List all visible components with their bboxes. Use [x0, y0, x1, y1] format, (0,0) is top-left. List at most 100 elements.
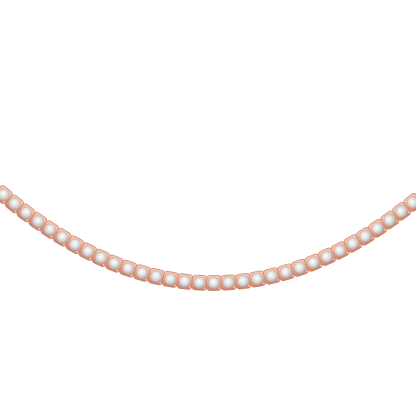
link [343, 234, 363, 253]
link [368, 218, 388, 238]
prong [292, 263, 295, 266]
prong [35, 212, 38, 215]
prong [193, 276, 196, 279]
diamond [222, 276, 235, 289]
diamond [347, 237, 359, 250]
prong [262, 282, 265, 285]
prong [89, 257, 92, 260]
prong [291, 274, 294, 277]
link [119, 259, 137, 278]
diamond [266, 270, 278, 282]
prong [130, 274, 133, 277]
prong [97, 249, 100, 252]
diamond [164, 273, 177, 286]
diamond [122, 262, 134, 275]
diamond [150, 270, 162, 283]
diamond [294, 261, 306, 274]
diamond [208, 277, 220, 289]
diamond [371, 222, 384, 235]
link [147, 268, 165, 286]
prong [188, 286, 191, 289]
diamond [56, 231, 69, 244]
prong [14, 210, 17, 213]
diamond [136, 267, 148, 279]
prong [319, 264, 322, 267]
prong [305, 270, 308, 273]
diamond [32, 215, 44, 228]
link [176, 273, 194, 290]
link [220, 274, 237, 291]
prong [207, 276, 210, 279]
prong [71, 236, 74, 239]
prong [396, 220, 399, 223]
link [291, 258, 309, 277]
prong [1, 186, 4, 189]
links [0, 185, 416, 291]
link [263, 267, 281, 285]
diamond [334, 244, 346, 257]
prong [59, 228, 62, 231]
link [105, 254, 124, 273]
prong [333, 258, 336, 261]
diamond [82, 245, 94, 258]
diamond [0, 188, 9, 201]
prong [381, 217, 384, 220]
link [392, 201, 412, 221]
prong [371, 236, 374, 239]
diamond [395, 205, 408, 218]
diamond [321, 250, 333, 263]
diamond [20, 207, 32, 219]
prong [305, 258, 308, 261]
prong [26, 219, 29, 222]
prong [179, 274, 182, 277]
prong [84, 243, 87, 246]
prong [359, 244, 362, 247]
link [16, 203, 36, 223]
prong [384, 228, 387, 231]
prong [331, 247, 334, 250]
prong [2, 201, 5, 204]
prong [346, 251, 349, 254]
link [40, 220, 60, 240]
link [65, 235, 85, 255]
link [52, 228, 72, 247]
prong [144, 278, 147, 281]
diamond [8, 198, 21, 210]
diamond [280, 266, 292, 279]
link [191, 274, 208, 291]
prong [173, 284, 176, 287]
diamond [251, 273, 264, 285]
prong [76, 251, 79, 254]
prong [123, 260, 126, 263]
diamond [108, 257, 121, 270]
link [249, 270, 266, 288]
prong [357, 233, 360, 236]
prong [250, 273, 253, 276]
link [4, 194, 24, 214]
diamond [383, 214, 396, 226]
link [304, 253, 323, 272]
prong [63, 243, 66, 246]
prong [110, 255, 113, 258]
diamond [237, 275, 249, 288]
diamond [95, 252, 107, 264]
prong [369, 225, 372, 228]
prong [278, 267, 281, 270]
prong [164, 272, 167, 275]
diamond [307, 256, 320, 269]
diamond [359, 230, 372, 242]
prong [344, 240, 347, 243]
prong [318, 253, 321, 256]
prong [203, 287, 206, 290]
diamond [179, 275, 191, 288]
prong [236, 275, 239, 278]
prong [408, 211, 411, 214]
diamond [69, 239, 81, 251]
prong [221, 276, 224, 279]
link [277, 263, 295, 282]
link [317, 247, 337, 266]
diamond [44, 223, 56, 236]
prong [38, 228, 41, 231]
